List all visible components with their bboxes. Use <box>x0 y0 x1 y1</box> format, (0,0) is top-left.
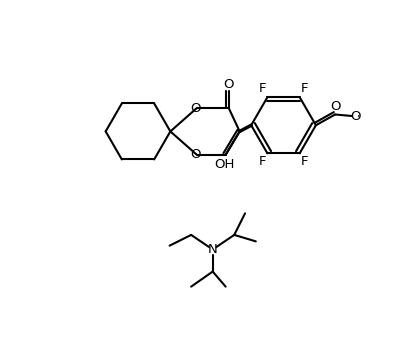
Text: O: O <box>351 110 361 122</box>
Text: OH: OH <box>214 158 234 171</box>
Text: O: O <box>190 148 201 161</box>
Text: O: O <box>224 78 234 91</box>
Text: O: O <box>331 100 341 113</box>
Text: N: N <box>208 243 218 257</box>
Text: O: O <box>190 102 201 115</box>
Text: F: F <box>259 82 266 95</box>
Text: F: F <box>259 155 266 168</box>
Text: F: F <box>301 155 308 168</box>
Text: F: F <box>301 82 308 95</box>
